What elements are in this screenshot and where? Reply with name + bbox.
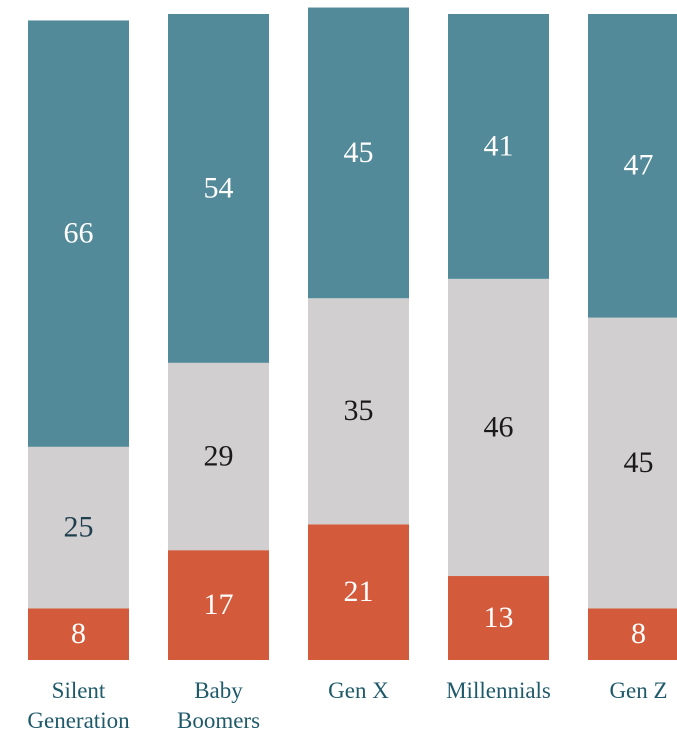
category-label: Millennials: [446, 678, 551, 703]
bar-segment: [588, 14, 677, 318]
bar-segment: [28, 20, 129, 447]
value-label: 41: [484, 129, 514, 162]
bar-segment: [448, 576, 549, 660]
bar-segment: [448, 278, 549, 577]
value-label: 17: [204, 588, 234, 621]
value-label: 29: [204, 439, 234, 472]
value-label: 8: [71, 617, 86, 650]
value-label: 54: [204, 171, 234, 204]
bar-segment: [448, 14, 549, 279]
category-label: Gen Z: [609, 678, 668, 703]
value-label: 66: [64, 217, 94, 250]
value-label: 25: [64, 510, 94, 543]
value-label: 45: [344, 136, 374, 169]
bar-segment: [168, 14, 269, 363]
value-label: 45: [624, 446, 654, 479]
value-label: 46: [484, 410, 514, 443]
bar-segment: [168, 362, 269, 551]
bar-segment: [588, 317, 677, 609]
value-label: 13: [484, 601, 514, 634]
value-label: 35: [344, 394, 374, 427]
value-label: 47: [624, 149, 654, 182]
value-label: 21: [344, 575, 374, 608]
bar-segment: [588, 608, 677, 660]
bar-segment: [308, 298, 409, 525]
category-label: Gen X: [328, 678, 389, 703]
bar-segment: [308, 524, 409, 660]
bar-segment: [28, 446, 129, 609]
bar-segment: [308, 7, 409, 299]
category-label: Silent Generation: [27, 678, 130, 733]
bar-segment: [168, 550, 269, 660]
bar-segment: [28, 608, 129, 660]
value-label: 8: [631, 617, 646, 650]
category-label: Baby Boomers: [176, 678, 261, 733]
